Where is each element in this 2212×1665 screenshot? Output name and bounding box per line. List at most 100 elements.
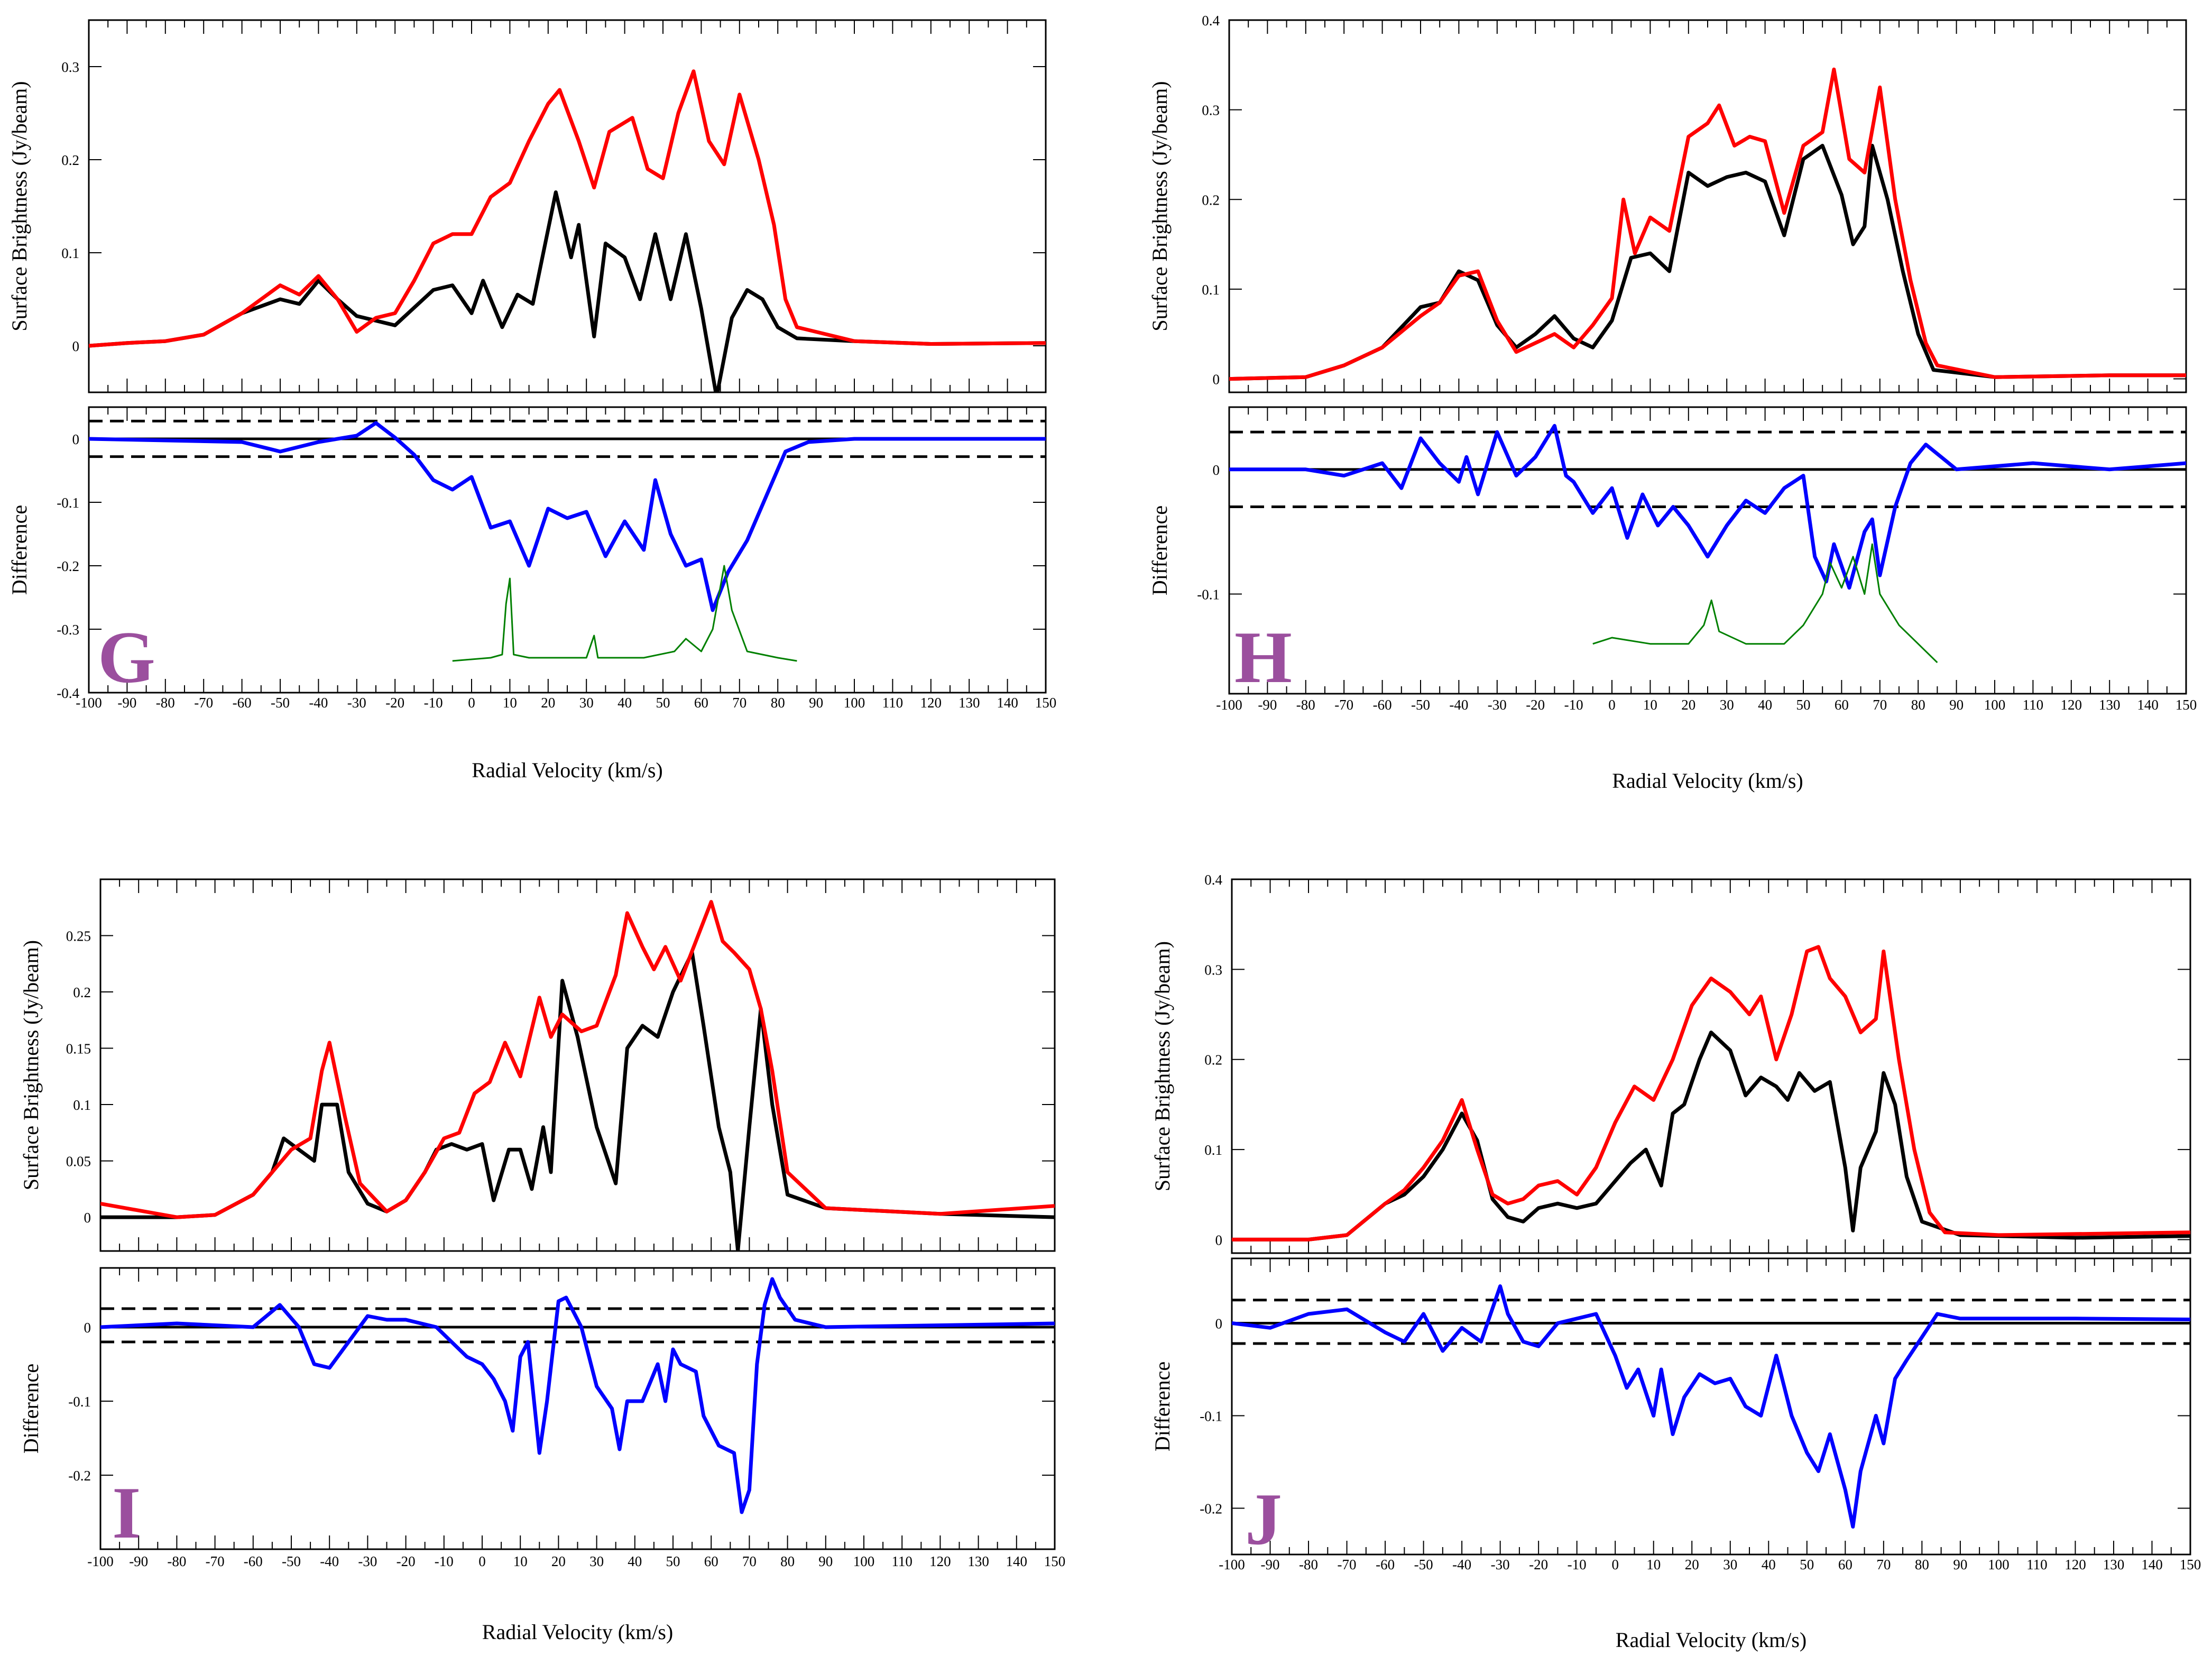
y-axis-label-difference: Difference — [1150, 1362, 1174, 1451]
x-tick-label: -90 — [117, 695, 136, 711]
x-tick-label: 110 — [891, 1553, 913, 1569]
x-tick-label: 100 — [844, 695, 865, 711]
panel-j-top: 0 0.1 0.2 0.3 0.4 Surface Brightness (Jy/beam… — [1150, 872, 2191, 1254]
y-tick-label: 0.2 — [1202, 192, 1220, 208]
y-tick-label: 0.1 — [1202, 282, 1220, 298]
series-black — [1232, 1031, 2190, 1241]
series-overlay — [452, 565, 797, 662]
x-tick-label: -40 — [309, 695, 328, 711]
series-group — [100, 1277, 1055, 1514]
y-tick-label: 0.4 — [1204, 872, 1222, 888]
x-tick-label: -70 — [194, 695, 213, 711]
panel-h-bottom: 0 -0.1 Difference — [1148, 406, 2187, 695]
series-red — [1232, 945, 2190, 1241]
panel-g-bottom: 0 -0.1 -0.2 -0.3 -0.4 Difference — [7, 406, 1047, 701]
x-tick-label: 70 — [1873, 697, 1887, 713]
x-tick-label: 150 — [2176, 697, 2197, 713]
x-tick-label: -40 — [320, 1553, 339, 1569]
x-tick-label: 0 — [1611, 1557, 1619, 1572]
x-tick-label: 0 — [468, 695, 475, 711]
x-tick-label: 80 — [1911, 697, 1925, 713]
x-tick-label: -60 — [1373, 697, 1392, 713]
y-tick-label: -0.2 — [57, 558, 79, 574]
panel-j-bottom: 0 -0.1 -0.2 Difference — [1150, 1257, 2191, 1556]
plot-frame — [1231, 878, 2191, 1254]
y-tick-label: 0 — [1215, 1232, 1223, 1248]
x-tick-label: -30 — [1491, 1557, 1510, 1572]
x-tick-label: -30 — [358, 1553, 377, 1569]
y-tick-label: 0 — [84, 1320, 91, 1336]
x-tick-label: 30 — [1720, 697, 1734, 713]
x-tick-label: 70 — [1876, 1557, 1891, 1572]
x-tick-label: -20 — [397, 1553, 416, 1569]
x-tick-label: 50 — [656, 695, 670, 711]
x-tick-label: 60 — [1838, 1557, 1852, 1572]
plot-frame — [88, 406, 1047, 694]
x-tick-label: 80 — [771, 695, 785, 711]
x-tick-label: -30 — [347, 695, 366, 711]
x-tick-label: -80 — [1299, 1557, 1318, 1572]
y-tick-label: -0.4 — [57, 685, 79, 701]
y-tick-label: 0.15 — [66, 1041, 91, 1057]
panel-j: 0 0.1 0.2 0.3 0.4 Surface Brightness (Jy/beam… — [1150, 872, 2201, 1652]
x-tick-label: -10 — [424, 695, 443, 711]
y-tick-label: 0 — [84, 1210, 91, 1226]
x-tick-label: -40 — [1449, 697, 1468, 713]
y-tick-label: 0 — [72, 338, 80, 354]
panel-i: 0 0.05 0.1 0.15 0.2 0.25 Surface Brightness (J… — [19, 878, 1065, 1644]
panel-h-top: 0 0.1 0.2 0.3 0.4 Surface Brightness (Jy/beam… — [1148, 13, 2187, 393]
x-tick-label: 40 — [628, 1553, 642, 1569]
x-tick-label: -60 — [244, 1553, 263, 1569]
series-black — [1229, 144, 2186, 381]
x-tick-label: 90 — [809, 695, 823, 711]
x-tick-label: 150 — [1035, 695, 1057, 711]
panel-i-bottom: 0 -0.1 -0.2 Difference — [19, 1267, 1056, 1550]
plot-frame — [88, 19, 1047, 393]
y-tick-label: 0.1 — [1204, 1142, 1222, 1158]
x-tick-label: 50 — [1800, 1557, 1814, 1572]
plot-frame — [1231, 1257, 2191, 1556]
x-tick-label: 120 — [2064, 1557, 2086, 1572]
x-tick-label: -70 — [1338, 1557, 1357, 1572]
panel-g-top: 0 0.1 0.2 0.3 Surface Brightness (Jy/beam) — [7, 19, 1047, 393]
y-tick-label: 0.05 — [66, 1154, 91, 1170]
y-tick-label: 0.2 — [73, 985, 91, 1000]
panel-letter: I — [112, 1472, 141, 1554]
series-red — [89, 69, 1046, 348]
x-tick-label: 40 — [617, 695, 632, 711]
x-tick-label: 10 — [1646, 1557, 1661, 1572]
x-tick-label: 80 — [1915, 1557, 1929, 1572]
x-tick-label: -20 — [385, 695, 404, 711]
x-tick-label: -70 — [206, 1553, 225, 1569]
x-tick-label: -90 — [1258, 697, 1277, 713]
series-difference — [1229, 424, 2186, 590]
y-axis-label-brightness: Surface Brightness (Jy/beam) — [7, 81, 31, 331]
y-tick-label: 0.25 — [66, 928, 91, 944]
y-tick-label: -0.1 — [1197, 586, 1220, 602]
series-difference — [100, 1277, 1055, 1514]
y-tick-label: 0.3 — [1204, 962, 1222, 978]
plot-frame — [1228, 406, 2187, 695]
series-red — [1229, 67, 2186, 381]
x-axis-label: Radial Velocity (km/s) — [472, 758, 662, 782]
y-tick-label: 0 — [1213, 462, 1220, 478]
x-tick-label: 50 — [666, 1553, 680, 1569]
x-tick-label: 110 — [2026, 1557, 2048, 1572]
series-red — [100, 900, 1055, 1219]
y-tick-label: 0 — [1215, 1316, 1223, 1332]
series-black — [100, 951, 1055, 1251]
x-tick-label: 10 — [513, 1553, 528, 1569]
y-axis-label-difference: Difference — [1148, 505, 1172, 595]
x-tick-label: 120 — [2061, 697, 2082, 713]
x-tick-label: 20 — [551, 1553, 566, 1569]
panel-h: 0 0.1 0.2 0.3 0.4 Surface Brightness (Jy/beam… — [1148, 13, 2197, 793]
x-tick-label: 140 — [2137, 697, 2159, 713]
panel-letter: H — [1234, 617, 1292, 698]
y-tick-label: 0.2 — [61, 152, 79, 168]
x-tick-label: 120 — [920, 695, 942, 711]
x-tick-label: 130 — [2103, 1557, 2125, 1572]
x-tick-label: -60 — [1376, 1557, 1395, 1572]
y-tick-label: -0.1 — [57, 495, 79, 511]
x-tick-label: -70 — [1334, 697, 1353, 713]
